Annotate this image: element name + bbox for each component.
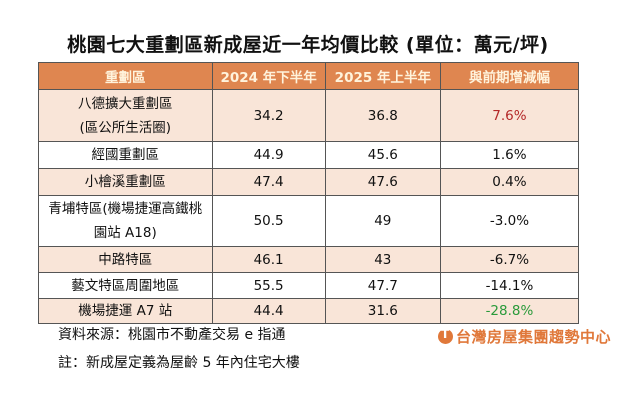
header-2024h2: 2024 年下半年 (211, 62, 326, 90)
district-name-line: 中路特區 (98, 251, 153, 268)
district-name-line: (區公所生活圈) (79, 119, 172, 136)
district-cell: 小檜溪重劃區 (38, 168, 213, 196)
change-cell: -6.7% (439, 246, 580, 273)
table-row: 經國重劃區 44.9 45.6 1.6% (38, 141, 580, 169)
change-cell: -3.0% (439, 195, 580, 247)
table-row: 青埔特區(機場捷運高鐵桃 園站 A18) 50.5 49 -3.0% (38, 195, 580, 247)
table-row: 機場捷運 A7 站 44.4 31.6 -28.8% (38, 298, 580, 324)
change-cell: -28.8% (439, 298, 580, 324)
district-name-line: 園站 A18) (93, 225, 157, 241)
price-2024h2-cell: 44.4 (211, 298, 326, 324)
price-2025h1-cell: 31.6 (324, 298, 441, 324)
price-2025h1-cell: 45.6 (324, 141, 441, 169)
table-header-row: 重劃區 2024 年下半年 2025 年上半年 與前期增減幅 (38, 62, 580, 90)
price-comparison-table: 重劃區 2024 年下半年 2025 年上半年 與前期增減幅 八德擴大重劃區 (區… (38, 62, 580, 324)
district-name-line: 小檜溪重劃區 (84, 174, 166, 190)
change-cell: 1.6% (439, 141, 580, 169)
district-name-line: 青埔特區(機場捷運高鐵桃 (48, 201, 203, 217)
table-row: 小檜溪重劃區 47.4 47.6 0.4% (38, 168, 580, 196)
price-2024h2-cell: 44.9 (211, 141, 326, 169)
district-name-line: 機場捷運 A7 站 (78, 303, 173, 319)
source-note: 資料來源：桃園市不動產交易 e 指通 (58, 327, 286, 343)
district-cell: 八德擴大重劃區 (區公所生活圈) (38, 89, 213, 142)
price-2025h1-cell: 49 (324, 195, 441, 247)
page-title: 桃園七大重劃區新成屋近一年均價比較 (單位：萬元/坪) (67, 34, 549, 56)
price-2024h2-cell: 55.5 (211, 272, 326, 299)
logo-icon (438, 327, 453, 344)
change-cell: 0.4% (439, 168, 580, 196)
definition-note: 註：新成屋定義為屋齡 5 年內住宅大樓 (58, 355, 300, 371)
change-cell: -14.1% (439, 272, 580, 299)
district-cell: 機場捷運 A7 站 (38, 298, 213, 324)
price-2025h1-cell: 36.8 (324, 89, 441, 142)
district-name-line: 八德擴大重劃區 (78, 95, 173, 112)
district-name-line: 經國重劃區 (91, 147, 160, 163)
table-row: 藝文特區周圍地區 55.5 47.7 -14.1% (38, 272, 580, 299)
table-row: 八德擴大重劃區 (區公所生活圈) 34.2 36.8 7.6% (38, 89, 580, 142)
price-2024h2-cell: 50.5 (211, 195, 326, 247)
price-2025h1-cell: 43 (324, 246, 441, 273)
price-2024h2-cell: 46.1 (211, 246, 326, 273)
district-cell: 青埔特區(機場捷運高鐵桃 園站 A18) (38, 195, 213, 247)
brand-logo: 台灣房屋集團趨勢中心 (438, 326, 611, 347)
district-cell: 中路特區 (38, 246, 213, 273)
district-cell: 藝文特區周圍地區 (38, 272, 213, 299)
price-2024h2-cell: 47.4 (211, 168, 326, 196)
change-cell: 7.6% (439, 89, 580, 142)
header-change: 與前期增減幅 (439, 62, 580, 90)
price-2025h1-cell: 47.7 (324, 272, 441, 299)
header-district: 重劃區 (38, 62, 213, 90)
table-row: 中路特區 46.1 43 -6.7% (38, 246, 580, 273)
logo-text: 台灣房屋集團趨勢中心 (456, 328, 612, 346)
price-2024h2-cell: 34.2 (211, 89, 326, 142)
district-name-line: 藝文特區周圍地區 (71, 277, 180, 294)
price-2025h1-cell: 47.6 (324, 168, 441, 196)
district-cell: 經國重劃區 (38, 141, 213, 169)
header-2025h1: 2025 年上半年 (324, 62, 441, 90)
